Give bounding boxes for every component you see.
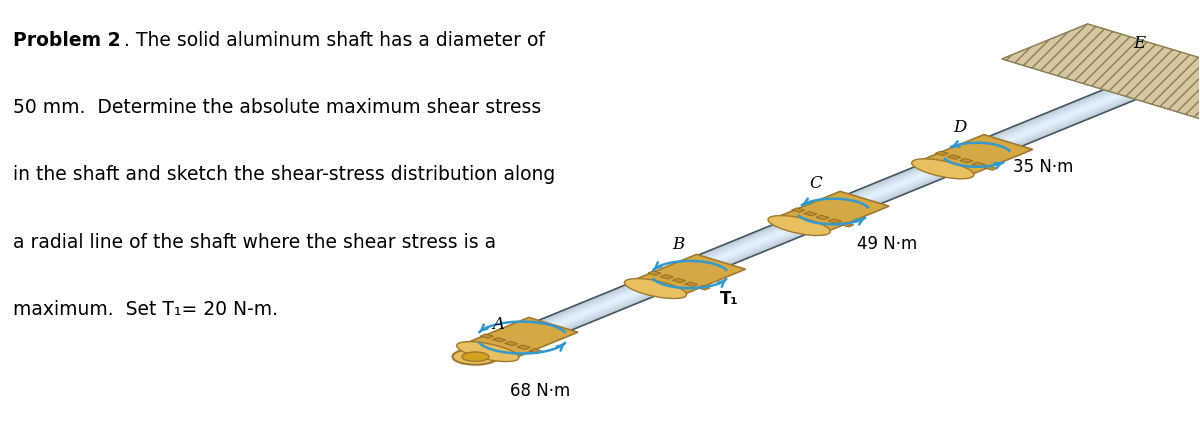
Polygon shape: [498, 75, 1157, 344]
Text: C: C: [810, 176, 822, 192]
Polygon shape: [503, 77, 1163, 346]
Polygon shape: [515, 80, 1175, 349]
Polygon shape: [504, 77, 1164, 346]
Polygon shape: [792, 208, 805, 212]
Polygon shape: [948, 155, 961, 159]
Polygon shape: [502, 77, 1162, 346]
Polygon shape: [490, 73, 1150, 342]
Polygon shape: [935, 151, 948, 156]
Text: a radial line of the shaft where the shear stress is a: a radial line of the shaft where the she…: [13, 233, 497, 252]
Polygon shape: [520, 82, 1180, 351]
Text: Problem 2: Problem 2: [13, 31, 121, 50]
Polygon shape: [511, 79, 1170, 348]
Polygon shape: [467, 317, 578, 358]
Polygon shape: [491, 73, 1151, 342]
Polygon shape: [499, 75, 1158, 345]
Polygon shape: [493, 74, 1153, 343]
Polygon shape: [648, 271, 661, 275]
Polygon shape: [480, 334, 493, 338]
Polygon shape: [660, 275, 673, 279]
Polygon shape: [510, 79, 1169, 348]
Polygon shape: [922, 135, 1033, 175]
Polygon shape: [972, 162, 985, 167]
Text: 35 N·m: 35 N·m: [1013, 158, 1074, 176]
Ellipse shape: [768, 216, 830, 236]
Polygon shape: [697, 286, 710, 290]
Text: 50 mm.  Determine the absolute maximum shear stress: 50 mm. Determine the absolute maximum sh…: [13, 98, 541, 117]
Polygon shape: [505, 341, 518, 346]
Polygon shape: [828, 219, 841, 223]
Ellipse shape: [462, 352, 488, 361]
Ellipse shape: [452, 349, 498, 365]
Text: A: A: [492, 316, 504, 333]
Text: maximum.  Set T₁= 20 N-m.: maximum. Set T₁= 20 N-m.: [13, 300, 278, 319]
Polygon shape: [492, 74, 1152, 343]
Text: 49 N·m: 49 N·m: [858, 235, 918, 253]
Polygon shape: [984, 166, 997, 170]
Polygon shape: [816, 215, 829, 220]
Polygon shape: [492, 338, 505, 342]
Polygon shape: [778, 191, 889, 232]
Polygon shape: [505, 77, 1165, 346]
Ellipse shape: [624, 279, 686, 299]
Text: E: E: [1133, 35, 1145, 52]
Polygon shape: [529, 349, 542, 353]
Polygon shape: [500, 76, 1160, 345]
Polygon shape: [506, 78, 1166, 347]
Polygon shape: [518, 81, 1178, 351]
Polygon shape: [1002, 24, 1200, 130]
Polygon shape: [634, 254, 745, 295]
Polygon shape: [672, 278, 685, 283]
Polygon shape: [488, 72, 1147, 341]
Text: . The solid aluminum shaft has a diameter of: . The solid aluminum shaft has a diamete…: [124, 31, 545, 50]
Polygon shape: [509, 78, 1168, 348]
Polygon shape: [488, 72, 1148, 342]
Polygon shape: [512, 80, 1172, 349]
Polygon shape: [500, 76, 1159, 345]
Polygon shape: [494, 74, 1154, 343]
Polygon shape: [804, 212, 817, 216]
Polygon shape: [685, 282, 698, 286]
Polygon shape: [497, 75, 1156, 344]
Text: T₁: T₁: [720, 290, 738, 308]
Polygon shape: [512, 80, 1171, 349]
Text: 68 N·m: 68 N·m: [510, 382, 570, 401]
Polygon shape: [514, 80, 1174, 349]
Polygon shape: [508, 78, 1168, 347]
Text: B: B: [672, 236, 684, 253]
Ellipse shape: [457, 342, 518, 362]
Polygon shape: [517, 81, 1177, 350]
Polygon shape: [496, 74, 1156, 343]
Text: D: D: [953, 119, 966, 136]
Text: in the shaft and sketch the shear-stress distribution along: in the shaft and sketch the shear-stress…: [13, 165, 556, 184]
Ellipse shape: [912, 159, 974, 179]
Polygon shape: [840, 222, 853, 227]
Polygon shape: [960, 159, 973, 163]
Polygon shape: [517, 345, 530, 349]
Polygon shape: [516, 81, 1176, 350]
